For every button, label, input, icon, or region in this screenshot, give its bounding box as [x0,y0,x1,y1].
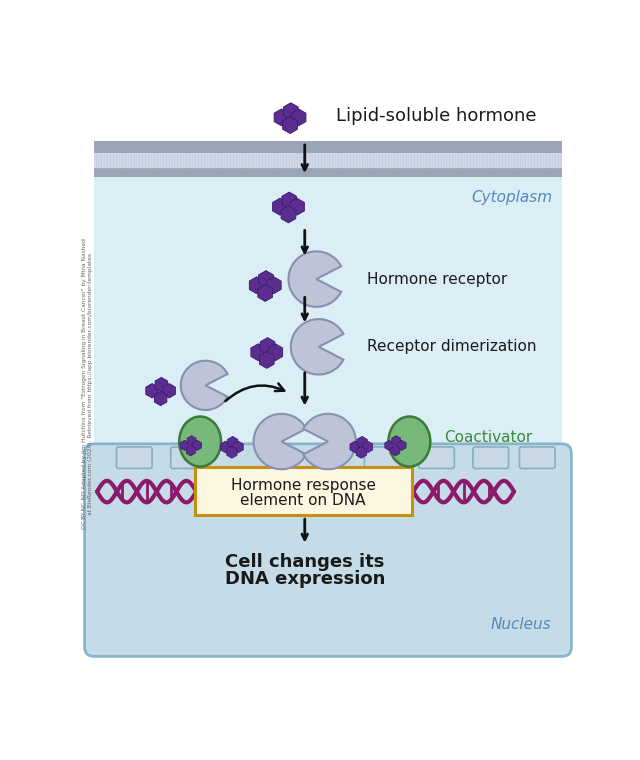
Polygon shape [186,445,195,456]
Text: Cell changes its: Cell changes its [225,553,385,572]
Ellipse shape [179,416,221,467]
Wedge shape [253,414,307,469]
Bar [94,166,562,462]
Polygon shape [180,440,189,451]
Polygon shape [282,192,296,209]
Polygon shape [274,109,289,126]
Ellipse shape [388,416,430,467]
Wedge shape [180,361,228,410]
Bar [94,153,562,168]
FancyBboxPatch shape [419,447,454,468]
Text: Hormone receptor: Hormone receptor [367,271,507,287]
Polygon shape [250,277,264,293]
FancyArrowPatch shape [225,384,284,401]
Polygon shape [146,384,158,398]
Polygon shape [284,103,298,119]
Polygon shape [273,198,287,215]
Polygon shape [291,109,306,126]
FancyBboxPatch shape [116,447,152,468]
Text: Hormone response: Hormone response [230,478,376,493]
Text: Cytoplasm: Cytoplasm [472,190,553,205]
FancyBboxPatch shape [171,447,206,468]
Wedge shape [303,414,356,469]
Polygon shape [251,344,266,361]
Text: Nucleus: Nucleus [491,616,551,632]
Text: Coactivator: Coactivator [444,430,532,445]
Polygon shape [227,446,237,458]
Polygon shape [221,441,231,453]
Polygon shape [187,435,196,446]
Polygon shape [193,440,202,451]
Polygon shape [356,446,367,458]
Text: Receptor dimerization: Receptor dimerization [367,339,536,354]
Polygon shape [266,277,281,293]
Polygon shape [163,384,175,398]
Polygon shape [392,435,401,446]
FancyBboxPatch shape [473,447,509,468]
Polygon shape [397,440,406,451]
Polygon shape [258,284,273,302]
Polygon shape [259,271,273,287]
Text: DNA expression: DNA expression [225,570,385,588]
Polygon shape [268,344,283,361]
FancyBboxPatch shape [84,444,572,657]
Polygon shape [385,440,394,451]
Bar [94,141,562,153]
Polygon shape [290,198,305,215]
FancyBboxPatch shape [195,467,412,515]
FancyBboxPatch shape [364,447,400,468]
Text: Lipid-soluble hormone: Lipid-soluble hormone [336,107,536,125]
Wedge shape [289,252,341,307]
Polygon shape [357,436,367,448]
Wedge shape [291,319,344,375]
Polygon shape [259,351,274,369]
Polygon shape [283,116,298,134]
Polygon shape [260,337,275,355]
Polygon shape [154,391,167,406]
Polygon shape [350,441,360,453]
Text: element on DNA: element on DNA [241,493,366,508]
Bar [94,168,562,177]
FancyBboxPatch shape [520,447,555,468]
Polygon shape [227,436,238,448]
Bar [80,91,576,141]
Polygon shape [233,441,243,453]
Polygon shape [362,441,372,453]
Polygon shape [391,445,400,456]
Polygon shape [155,378,168,391]
Text: CC BY-NC-ND Adapted by Jim Hutchins from "Estrogen Signaling in Breast Cancer" b: CC BY-NC-ND Adapted by Jim Hutchins from… [83,239,93,529]
Polygon shape [281,206,296,223]
